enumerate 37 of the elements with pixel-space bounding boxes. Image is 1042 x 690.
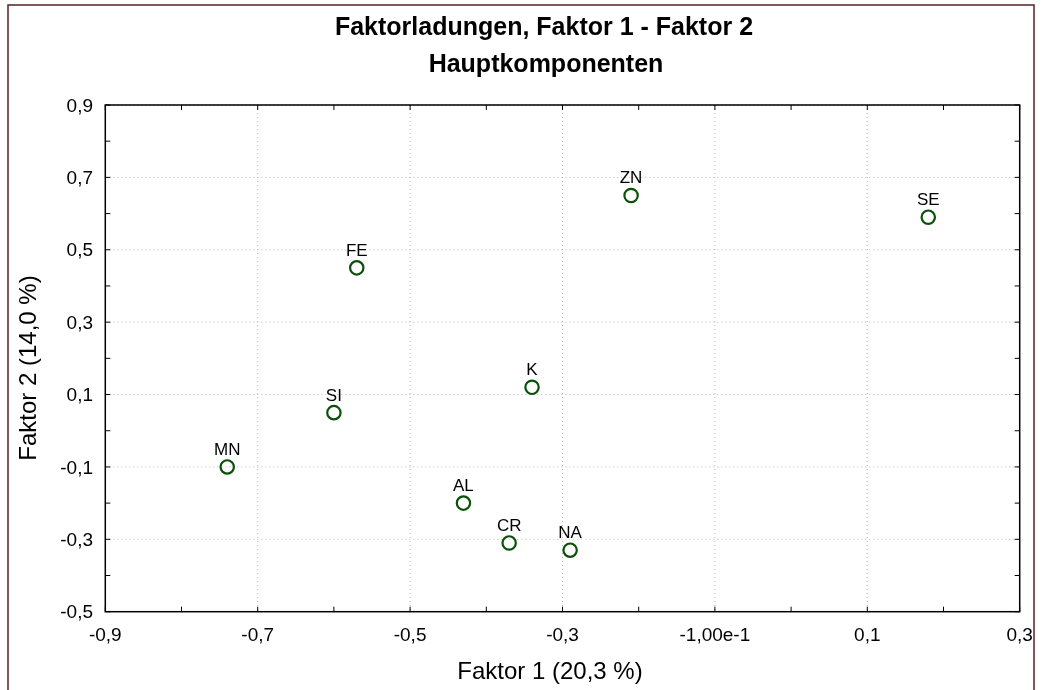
chart-title: Faktorladungen, Faktor 1 - Faktor 2 xyxy=(334,12,754,40)
y-tick-label: 0,1 xyxy=(66,384,93,406)
y-tick-label: -0,1 xyxy=(60,456,93,478)
chart-subtitle: Hauptkomponenten xyxy=(428,49,664,77)
y-tick-label: 0,9 xyxy=(66,94,93,116)
y-tick-label: 0,7 xyxy=(66,167,93,189)
point xyxy=(348,260,365,276)
point xyxy=(219,459,235,475)
x-tick-label: -1,00e-1 xyxy=(679,624,751,645)
y-tick-label: -0,3 xyxy=(60,528,93,550)
x-tick-label: -0,3 xyxy=(546,624,579,645)
y-axis-title: Faktor 2 (14,0 %) xyxy=(14,275,41,461)
point xyxy=(623,187,639,204)
point xyxy=(326,404,342,421)
x-tick-label: -0,5 xyxy=(393,624,427,645)
y-tick-label: 0,5 xyxy=(66,239,93,261)
data-label: SE xyxy=(916,190,940,210)
data-label: MN xyxy=(213,439,241,459)
data-label: FE xyxy=(345,240,368,260)
data-label: AL xyxy=(453,476,474,496)
x-tick-label: 0,1 xyxy=(854,624,881,645)
data-label: K xyxy=(526,360,539,380)
data-label: NA xyxy=(558,523,583,543)
x-tick-label: 0,3 xyxy=(1006,624,1033,645)
x-axis-title: Faktor 1 (20,3 %) xyxy=(457,657,643,684)
point xyxy=(524,379,540,396)
x-tick-label: -0,9 xyxy=(88,624,122,645)
point xyxy=(501,535,517,551)
data-label: SI xyxy=(325,385,342,405)
y-tick-label: 0,3 xyxy=(66,311,93,333)
point xyxy=(920,209,937,225)
y-tick-label: -0,5 xyxy=(60,601,93,623)
data-label: CR xyxy=(496,515,522,535)
point xyxy=(562,542,578,558)
point xyxy=(455,495,472,511)
data-label: ZN xyxy=(619,168,643,188)
x-tick-label: -0,7 xyxy=(241,624,275,645)
